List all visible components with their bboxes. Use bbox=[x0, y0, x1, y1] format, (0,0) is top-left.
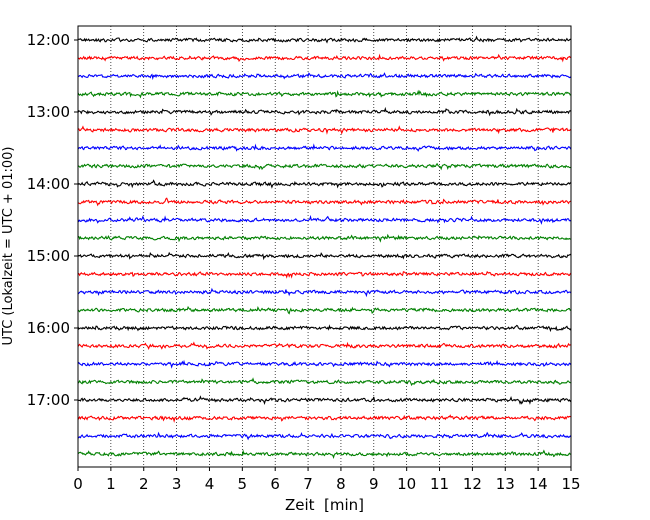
x-tick-label: 9 bbox=[369, 475, 379, 493]
trace-1500 bbox=[77, 251, 572, 261]
trace-1630 bbox=[77, 359, 572, 369]
plot-frame bbox=[77, 25, 572, 468]
trace-1515 bbox=[77, 270, 572, 279]
trace-1430 bbox=[77, 214, 572, 225]
trace-1200 bbox=[77, 35, 572, 44]
trace-lines bbox=[77, 35, 572, 459]
x-tick-label: 0 bbox=[73, 475, 83, 493]
trace-1330 bbox=[77, 143, 572, 152]
x-axis-label: Zeit [min] bbox=[285, 496, 364, 514]
y-tick-label: 15:00 bbox=[27, 247, 70, 265]
trace-1445 bbox=[77, 233, 572, 243]
x-tick-label: 13 bbox=[496, 475, 515, 493]
trace-1715 bbox=[77, 414, 572, 424]
y-axis: 12:00 13:00 14:00 15:00 16:00 17:00 bbox=[27, 31, 78, 409]
trace-1245 bbox=[77, 89, 572, 99]
x-tick-label: 15 bbox=[561, 475, 580, 493]
x-tick-label: 4 bbox=[205, 475, 215, 493]
y-axis-label: UTC (Lokalzeit = UTC + 01:00) bbox=[1, 147, 16, 346]
x-tick-label: 12 bbox=[463, 475, 482, 493]
y-tick-label: 14:00 bbox=[27, 175, 70, 193]
y-tick-label: 17:00 bbox=[27, 391, 70, 409]
x-tick-label: 8 bbox=[336, 475, 346, 493]
trace-1700 bbox=[77, 395, 572, 405]
y-tick-label: 13:00 bbox=[27, 103, 70, 121]
trace-1645 bbox=[77, 377, 572, 387]
trace-1230 bbox=[77, 72, 572, 81]
x-axis: 0 1 2 3 4 5 6 7 8 9 10 11 12 13 14 15 bbox=[73, 467, 581, 493]
x-tick-label: 14 bbox=[529, 475, 548, 493]
trace-1300 bbox=[77, 106, 572, 117]
x-tick-label: 1 bbox=[106, 475, 116, 493]
trace-1615 bbox=[77, 341, 572, 351]
x-tick-label: 3 bbox=[172, 475, 182, 493]
x-tick-label: 6 bbox=[270, 475, 280, 493]
trace-1215 bbox=[77, 53, 572, 63]
trace-1530 bbox=[77, 287, 572, 298]
x-tick-label: 11 bbox=[430, 475, 449, 493]
trace-1315 bbox=[77, 125, 572, 135]
trace-1545 bbox=[77, 305, 572, 315]
trace-1600 bbox=[77, 324, 572, 333]
y-tick-label: 16:00 bbox=[27, 319, 70, 337]
y-tick-label: 12:00 bbox=[27, 31, 70, 49]
x-tick-label: 2 bbox=[139, 475, 149, 493]
trace-1345 bbox=[77, 162, 572, 171]
x-tick-label: 5 bbox=[238, 475, 248, 493]
x-tick-label: 7 bbox=[303, 475, 313, 493]
x-tick-label: 10 bbox=[397, 475, 416, 493]
trace-1745 bbox=[77, 449, 572, 459]
trace-1400 bbox=[77, 179, 572, 189]
trace-1730 bbox=[77, 431, 572, 441]
trace-1415 bbox=[77, 197, 572, 207]
